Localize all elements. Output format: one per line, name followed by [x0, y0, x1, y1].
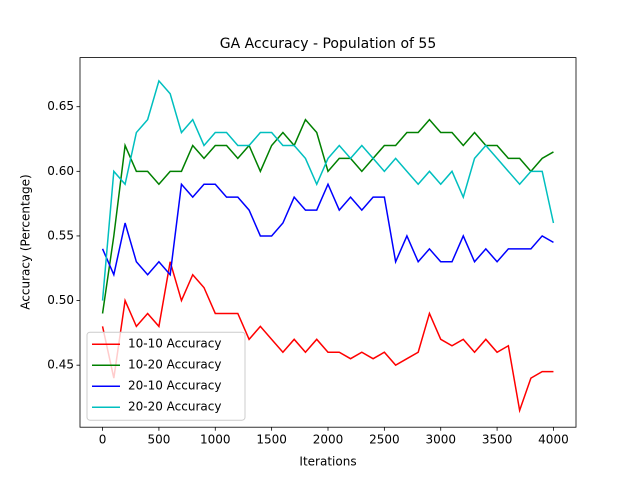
y-tick-label: 0.65 [47, 99, 74, 113]
x-tick-label: 4000 [538, 433, 569, 447]
y-tick-label: 0.45 [47, 358, 74, 372]
y-tick-label: 0.50 [47, 293, 74, 307]
data-line [101, 182, 554, 278]
data-line [101, 118, 554, 314]
x-tick-label: 3500 [482, 433, 513, 447]
legend-label: 20-10 Accuracy [128, 379, 221, 393]
chart-title: GA Accuracy - Population of 55 [220, 36, 437, 52]
x-tick-label: 0 [99, 433, 107, 447]
x-tick-label: 3000 [425, 433, 456, 447]
data-line [101, 79, 555, 301]
y-axis-label: Accuracy (Percentage) [19, 174, 33, 309]
legend-box [86, 331, 246, 421]
data-line [101, 261, 554, 414]
x-tick-label: 2000 [313, 433, 344, 447]
x-axis-label: Iterations [299, 455, 356, 469]
legend-label: 10-20 Accuracy [128, 358, 221, 372]
x-tick-label: 500 [147, 433, 170, 447]
legend-label: 10-10 Accuracy [128, 337, 221, 351]
y-tick-label: 0.60 [47, 164, 74, 178]
y-tick-label: 0.55 [47, 228, 74, 242]
legend-label: 20-20 Accuracy [128, 400, 221, 414]
x-tick-label: 1500 [256, 433, 287, 447]
x-tick-label: 2500 [369, 433, 400, 447]
x-tick-label: 1000 [200, 433, 231, 447]
